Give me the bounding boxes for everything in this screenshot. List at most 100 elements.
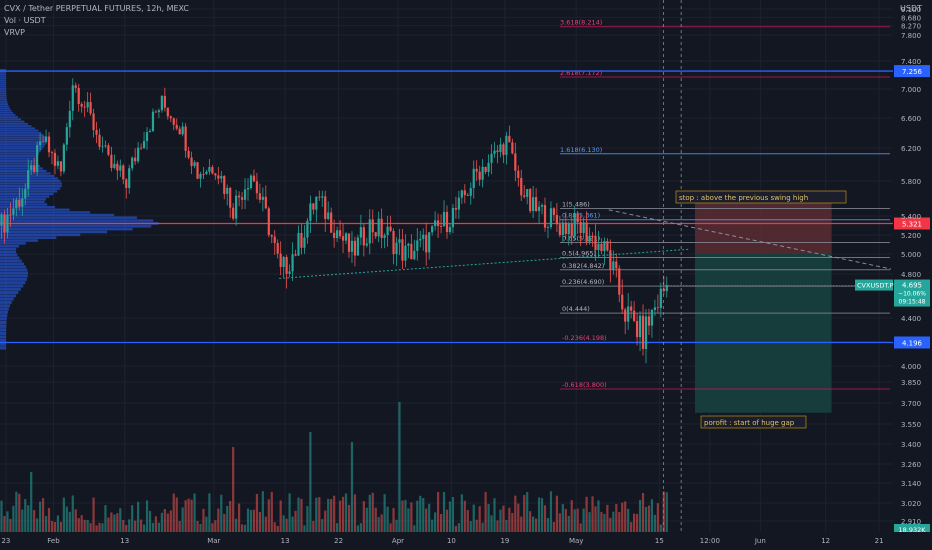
volume-profile-bar <box>0 138 47 141</box>
candle-body <box>603 241 606 252</box>
volume-bar <box>356 525 359 532</box>
volume-profile-bar <box>0 300 12 304</box>
candle-body <box>240 197 244 200</box>
volume-profile-bar <box>0 314 8 318</box>
candle-body <box>303 237 306 248</box>
volume-bar <box>371 492 374 532</box>
volume-bar <box>600 512 603 532</box>
volume-profile-bar <box>0 242 26 245</box>
price-tick-label: 7.000 <box>901 86 921 94</box>
volume-bar <box>333 495 336 532</box>
candle-body <box>238 195 241 198</box>
volume-bar <box>288 493 291 532</box>
candle-body <box>315 196 318 210</box>
fib-label: 1.618(6.130) <box>560 146 602 154</box>
volume-bar <box>184 500 187 532</box>
volume-bar <box>532 516 535 532</box>
volume-bar <box>514 495 517 532</box>
candle-body <box>540 205 544 207</box>
volume-bar <box>555 495 558 532</box>
volume-bar <box>89 523 92 532</box>
volume-bar <box>558 513 561 532</box>
candle-body <box>576 213 579 223</box>
candle-body <box>113 163 116 168</box>
candle-body <box>624 309 627 322</box>
candle-body <box>50 152 54 154</box>
candle-body <box>137 147 140 162</box>
candle-body <box>39 141 42 146</box>
candle-body <box>175 124 178 129</box>
volume-profile-bar <box>0 105 9 108</box>
volume-profile-bar <box>0 83 7 86</box>
candle-body <box>567 223 570 235</box>
volume-profile-bar <box>0 150 41 153</box>
candle-body <box>431 226 434 233</box>
profit-annotation: porofit : start of huge gap <box>704 419 795 427</box>
fib-label: -0.618(3.800) <box>562 381 607 389</box>
candle-body <box>543 205 547 228</box>
candle-body <box>582 222 585 234</box>
volume-bar <box>644 506 648 532</box>
volume-bar <box>336 523 339 532</box>
candle-body <box>0 214 3 226</box>
candle-body <box>53 152 57 166</box>
price-tick-label: 5.200 <box>901 232 921 240</box>
candle-body <box>374 232 377 237</box>
volume-bar <box>291 516 294 532</box>
volume-bar <box>321 519 324 532</box>
volume-bar <box>86 520 89 532</box>
volume-bar <box>535 518 538 532</box>
volume-profile-bar <box>0 274 28 278</box>
time-tick-label: 22 <box>334 537 343 545</box>
candle-body <box>463 190 466 196</box>
volume-profile-bar <box>0 75 7 78</box>
volume-bar <box>413 525 416 532</box>
volume-profile-bar <box>0 127 36 130</box>
volume-profile-bar <box>0 136 46 139</box>
time-tick-label: 23 <box>1 537 10 545</box>
volume-profile-bar <box>0 346 7 350</box>
volume-bar <box>160 512 163 532</box>
volume-profile-bar <box>0 250 17 254</box>
time-tick-label: 19 <box>500 537 509 545</box>
volume-bar <box>119 508 122 532</box>
price-level-tag <box>894 336 930 349</box>
volume-bar <box>454 525 458 532</box>
volume-bar <box>71 495 74 532</box>
volume-profile-bar <box>0 125 32 128</box>
volume-profile-bar <box>0 203 48 206</box>
volume-bar <box>656 503 659 532</box>
candle-body <box>475 168 478 172</box>
volume-bar <box>246 508 250 532</box>
volume-bar <box>306 506 309 532</box>
candle-body <box>552 208 556 215</box>
volume-bar <box>431 519 434 532</box>
price-level-tag <box>894 217 930 230</box>
volume-bar <box>267 499 270 532</box>
candle-body <box>380 218 383 238</box>
volume-bar <box>341 496 345 532</box>
candle-body <box>68 110 71 128</box>
volume-profile-bar <box>0 111 14 114</box>
volume-bar <box>386 506 389 532</box>
volume-bar <box>131 505 134 532</box>
volume-profile-bar <box>0 244 20 248</box>
price-tick-label: 7.800 <box>901 32 921 40</box>
volume-bar <box>368 494 371 532</box>
volume-profile-bar <box>0 304 11 308</box>
price-tick-label: 8.680 <box>901 14 921 22</box>
volume-profile-bar <box>0 145 45 148</box>
candle-body <box>371 219 374 233</box>
candle-body <box>585 222 588 242</box>
candle-body <box>621 294 624 310</box>
volume-profile-bar <box>0 239 38 242</box>
candle-body <box>532 197 535 212</box>
volume-bar <box>175 497 178 532</box>
price-tick-label: 3.260 <box>901 461 921 469</box>
volume-profile-bar <box>0 284 24 288</box>
candle-body <box>362 227 365 246</box>
volume-bar <box>523 494 526 532</box>
volume-bar <box>303 525 306 532</box>
volume-legend: Vol · USDT <box>4 16 46 25</box>
